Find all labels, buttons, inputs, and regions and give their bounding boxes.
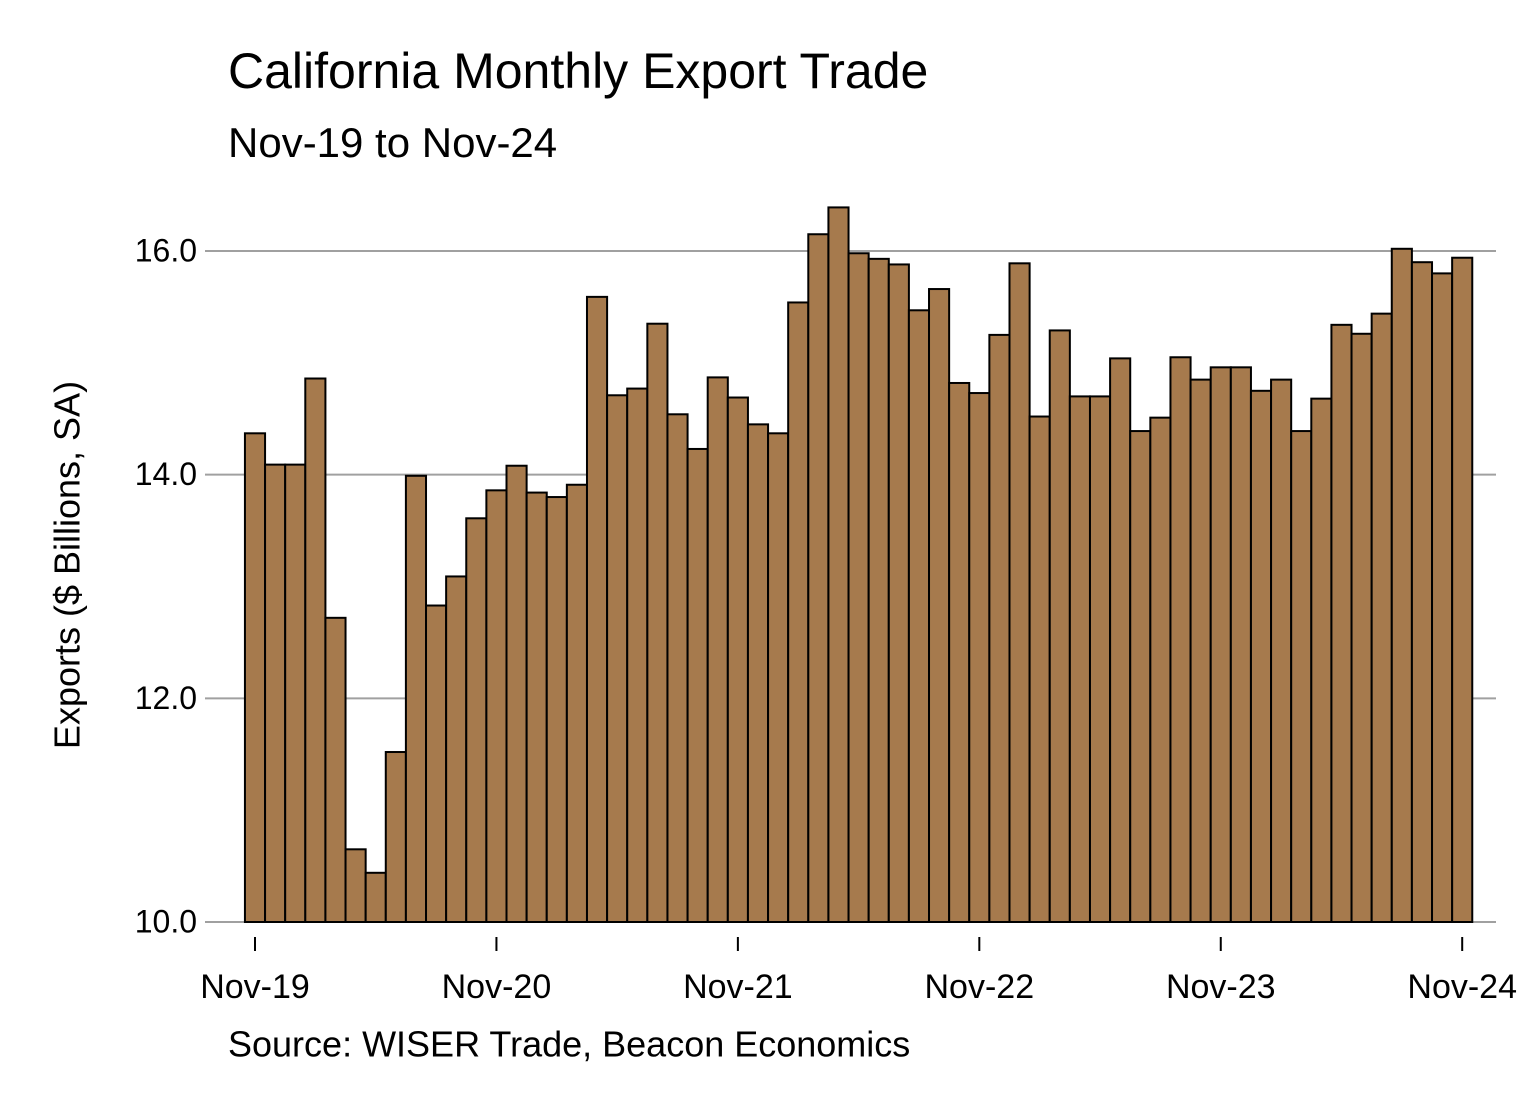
bar [1048, 329, 1071, 923]
bar [1209, 366, 1232, 924]
bar [404, 474, 428, 923]
bar [827, 206, 850, 923]
bar [485, 489, 508, 923]
bar [646, 322, 669, 924]
bar [1008, 262, 1031, 923]
y-tick-label: 16.0 [135, 232, 197, 268]
bar [1330, 323, 1353, 923]
bar [847, 252, 870, 924]
bar [1270, 378, 1293, 923]
bar [1249, 389, 1273, 923]
bar [425, 604, 448, 924]
bar [1149, 416, 1172, 923]
bar [1129, 430, 1152, 923]
bar [1229, 366, 1252, 924]
bar [525, 491, 548, 923]
bar [907, 309, 931, 923]
bar [1189, 378, 1212, 923]
x-tick-label: Nov-24 [1407, 968, 1517, 1006]
y-tick-label: 14.0 [135, 456, 197, 492]
bar [666, 413, 689, 923]
bar [445, 575, 468, 923]
bar [968, 392, 991, 923]
x-tick-label: Nov-22 [925, 968, 1035, 1006]
bar [384, 751, 407, 923]
bar [1068, 395, 1091, 923]
bar [1028, 415, 1051, 923]
bar [545, 496, 568, 923]
bar [948, 381, 971, 924]
bar [1370, 312, 1393, 924]
bar [304, 377, 327, 923]
x-tick-label: Nov-21 [683, 968, 793, 1006]
bar [344, 848, 367, 923]
bar [465, 517, 488, 923]
bar [606, 394, 629, 923]
bar [1431, 272, 1454, 923]
bar [867, 257, 890, 924]
bar [264, 463, 287, 923]
bar [1390, 247, 1413, 924]
chart-subtitle: Nov-19 to Nov-24 [228, 119, 557, 166]
bar [807, 233, 830, 924]
bar [767, 432, 790, 923]
bar [565, 483, 588, 923]
bar [746, 423, 770, 923]
bar [324, 616, 347, 923]
bar [787, 301, 810, 923]
bar [1410, 261, 1434, 923]
bar [284, 463, 307, 923]
bar [887, 263, 910, 924]
bar [1310, 397, 1333, 923]
bar [726, 396, 749, 924]
bar [1290, 430, 1313, 923]
bar [686, 447, 709, 923]
bar [1109, 357, 1132, 924]
x-tick-label: Nov-20 [442, 968, 552, 1006]
y-tick-label: 12.0 [135, 680, 197, 716]
bar [988, 333, 1011, 923]
bar [243, 432, 267, 923]
bar [585, 295, 609, 923]
bar [364, 871, 387, 923]
bar [1451, 256, 1474, 923]
bar [626, 387, 649, 923]
y-axis-label: Exports ($ Billions, SA) [47, 381, 88, 749]
bar [1088, 395, 1112, 923]
x-tick-label: Nov-19 [200, 968, 310, 1006]
chart-title: California Monthly Export Trade [228, 43, 928, 99]
bar [1350, 332, 1373, 924]
y-tick-label: 10.0 [135, 903, 197, 939]
bar [706, 376, 729, 924]
bar [505, 464, 528, 923]
x-tick-label: Nov-23 [1166, 968, 1276, 1006]
source-note: Source: WISER Trade, Beacon Economics [228, 1024, 910, 1065]
bar [928, 288, 951, 924]
bar [1169, 356, 1192, 924]
